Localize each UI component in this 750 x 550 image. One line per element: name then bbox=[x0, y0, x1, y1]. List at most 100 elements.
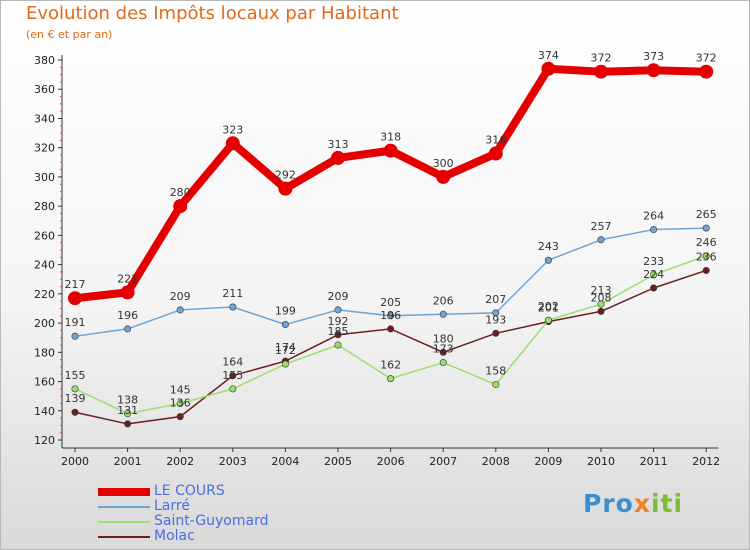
data-point bbox=[387, 312, 395, 320]
legend-swatch bbox=[98, 506, 150, 508]
data-point bbox=[541, 61, 556, 76]
data-label: 233 bbox=[643, 255, 664, 268]
data-point bbox=[650, 226, 658, 234]
data-point bbox=[124, 420, 132, 428]
data-point bbox=[597, 300, 605, 308]
data-label: 158 bbox=[485, 364, 506, 377]
data-point bbox=[124, 325, 132, 333]
data-label: 264 bbox=[643, 210, 664, 223]
data-label: 138 bbox=[117, 394, 138, 407]
y-tick-label: 240 bbox=[34, 259, 55, 272]
logo-part-2: x bbox=[633, 489, 651, 518]
data-label: 236 bbox=[696, 250, 717, 263]
legend-swatch bbox=[98, 536, 150, 538]
logo-part-1: Pro bbox=[583, 489, 634, 518]
data-point bbox=[492, 329, 500, 337]
data-point bbox=[71, 408, 79, 416]
data-point bbox=[594, 64, 608, 79]
data-point bbox=[544, 256, 552, 264]
data-point bbox=[176, 399, 184, 407]
data-point bbox=[225, 136, 240, 151]
data-label: 155 bbox=[65, 369, 86, 382]
data-label: 136 bbox=[170, 397, 191, 410]
data-point bbox=[334, 306, 342, 314]
data-point bbox=[383, 143, 398, 158]
y-tick-label: 140 bbox=[34, 405, 55, 418]
data-point bbox=[544, 316, 552, 324]
data-point bbox=[229, 372, 237, 380]
data-point bbox=[229, 385, 237, 393]
data-point bbox=[124, 410, 132, 418]
y-tick-label: 300 bbox=[34, 171, 55, 184]
data-label: 313 bbox=[328, 138, 349, 151]
x-tick-label: 2012 bbox=[692, 455, 720, 468]
data-label: 196 bbox=[380, 309, 401, 322]
y-tick-label: 120 bbox=[34, 434, 55, 447]
data-point bbox=[387, 375, 395, 383]
data-label: 292 bbox=[275, 169, 296, 182]
data-point bbox=[439, 310, 447, 318]
x-tick-label: 2006 bbox=[377, 455, 405, 468]
data-label: 205 bbox=[380, 296, 401, 309]
x-tick-label: 2001 bbox=[114, 455, 142, 468]
y-tick-label: 220 bbox=[34, 288, 55, 301]
x-tick-label: 2011 bbox=[640, 455, 668, 468]
legend-label: Saint-Guyomard bbox=[154, 513, 269, 529]
x-tick-label: 2000 bbox=[61, 455, 89, 468]
x-tick-label: 2004 bbox=[271, 455, 299, 468]
data-point bbox=[278, 181, 293, 196]
data-point bbox=[387, 325, 395, 333]
data-label: 209 bbox=[328, 290, 349, 303]
data-point bbox=[436, 169, 451, 184]
data-point bbox=[702, 224, 710, 232]
data-label: 206 bbox=[433, 294, 454, 307]
data-point bbox=[492, 380, 500, 388]
data-label: 180 bbox=[433, 332, 454, 345]
data-label: 207 bbox=[485, 293, 506, 306]
data-point bbox=[439, 359, 447, 367]
y-tick-label: 260 bbox=[34, 229, 55, 242]
data-label: 162 bbox=[380, 359, 401, 372]
proxiti-logo: Proxiti bbox=[583, 489, 683, 518]
y-tick-label: 160 bbox=[34, 376, 55, 389]
data-label: 174 bbox=[275, 341, 296, 354]
data-point bbox=[702, 252, 710, 260]
data-label: 172 bbox=[275, 344, 296, 357]
legend-swatch bbox=[98, 521, 150, 523]
data-label: 164 bbox=[222, 356, 243, 369]
legend-label: Molac bbox=[154, 528, 195, 544]
logo-part-3: iti bbox=[650, 489, 684, 518]
data-point bbox=[597, 307, 605, 315]
x-tick-label: 2009 bbox=[534, 455, 562, 468]
data-point bbox=[334, 331, 342, 339]
chart-series bbox=[68, 61, 714, 428]
data-label: 280 bbox=[170, 186, 191, 199]
y-tick-label: 280 bbox=[34, 200, 55, 213]
data-label: 131 bbox=[117, 404, 138, 417]
data-point bbox=[650, 271, 658, 279]
data-label: 257 bbox=[591, 220, 612, 233]
data-point bbox=[71, 332, 79, 340]
data-label: 213 bbox=[591, 284, 612, 297]
data-point bbox=[699, 64, 714, 79]
chart-subtitle: (en € et par an) bbox=[26, 28, 113, 41]
data-point bbox=[646, 63, 661, 78]
y-tick-label: 200 bbox=[34, 317, 55, 330]
data-label: 211 bbox=[222, 287, 243, 300]
data-point bbox=[488, 146, 503, 161]
data-point bbox=[334, 341, 342, 349]
data-label: 199 bbox=[275, 305, 296, 318]
data-label: 193 bbox=[485, 313, 506, 326]
data-label: 196 bbox=[117, 309, 138, 322]
y-tick-label: 340 bbox=[34, 112, 55, 125]
data-label: 372 bbox=[591, 52, 612, 65]
data-point bbox=[229, 303, 237, 311]
data-label: 318 bbox=[380, 131, 401, 144]
legend-swatch bbox=[98, 488, 150, 496]
data-label: 224 bbox=[643, 268, 664, 281]
data-point bbox=[331, 150, 345, 165]
data-label: 300 bbox=[433, 157, 454, 170]
chart-axes: 120 140 160 180 200 220 240 260 280 300 320 340 360 3… bbox=[34, 54, 720, 468]
